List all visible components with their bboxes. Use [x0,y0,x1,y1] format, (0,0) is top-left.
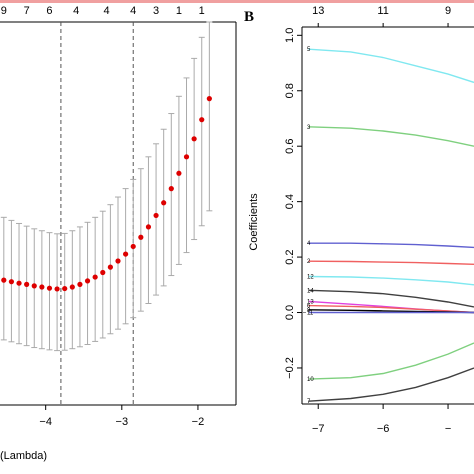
x-tick-label: −4 [39,416,52,428]
coefficient-path [308,304,474,314]
coefficient-path [308,48,474,84]
coefficient-path-label: 6 [307,304,311,310]
top-tick-label: 9 [1,5,7,17]
cv-point [92,274,98,280]
y-tick-label: 0.4 [284,194,296,209]
x-tick-label: − [445,423,451,435]
x-tick-label: −7 [312,423,325,435]
y-tick-label: 1.0 [284,28,296,43]
top-tick-label: 4 [104,5,110,17]
cv-point [1,277,7,283]
coefficient-path [308,126,474,147]
y-tick-label: 0.2 [284,249,296,264]
cv-point [69,284,75,290]
top-tick-label: 7 [24,5,30,17]
panel-a-x-axis-label: (Lambda) [0,450,47,462]
coefficient-path [308,275,474,286]
cv-point [176,170,182,176]
coefficient-path [308,367,474,402]
cv-point [130,243,136,250]
coefficient-path-label: 7 [307,399,311,405]
cv-point [107,264,113,270]
coefficient-path-label: 5 [307,47,311,53]
coefficient-path-label: 4 [307,241,311,247]
panel-b-letter: B [244,9,254,25]
coefficient-path-label: 14 [307,288,314,294]
x-tick-label: −3 [116,416,129,428]
top-strip [0,0,474,3]
x-tick-label: −2 [192,416,205,428]
coefficient-path [308,242,474,249]
top-tick-label: 11 [377,5,388,17]
cv-point [100,269,106,276]
cv-point [161,200,167,206]
cv-point [168,186,174,192]
top-tick-label: 3 [153,5,159,17]
coefficient-path-label: 10 [307,377,314,383]
top-tick-label: 13 [312,5,324,17]
panel-b-y-axis: −0.2 0.0 0.2 0.4 0.6 0.8 1.0 [284,28,302,379]
cv-point [183,154,190,160]
cv-point [46,285,53,291]
cv-point [199,117,205,123]
cv-point [62,285,68,292]
coefficient-path-label: 2 [307,259,311,265]
top-tick-label: 6 [46,5,52,17]
coefficient-path-label: 13 [307,299,314,305]
panel-b-x-axis: −7 −6 − [312,404,451,435]
cv-point [8,279,15,285]
cv-point [123,251,129,257]
cv-point [39,284,45,290]
panel-a-x-axis: −4 −3 −2 [39,405,204,428]
y-tick-label: 0.0 [284,305,296,320]
top-tick-label: 1 [199,5,205,17]
cv-point [145,224,152,230]
cv-point [115,258,121,264]
cv-point [138,234,144,240]
panel-a-top-axis: 9 7 6 4 4 4 3 1 1 [1,5,205,17]
coefficient-path-label: 12 [307,274,314,280]
cv-point [191,136,197,142]
panel-a-cross-validation-plot: 9 7 6 4 4 4 3 1 1 −4 −3 −2 (Lambda) [0,5,237,462]
cv-point [54,286,60,292]
cv-point [16,280,22,286]
y-tick-label: 0.6 [284,139,296,154]
panel-b-y-axis-label: Coefficients [248,193,260,251]
top-tick-label: 9 [445,5,451,17]
coefficient-path-label: 3 [307,125,311,131]
top-tick-label: 4 [73,5,79,17]
cv-point [153,212,159,219]
y-tick-label: 0.8 [284,83,296,98]
cv-point [31,283,37,289]
y-tick-label: −0.2 [284,357,296,379]
cv-point [77,281,83,287]
panel-a-plot-area [0,21,237,406]
x-tick-label: −6 [377,423,390,435]
cv-point [206,96,212,102]
panel-b-top-axis: 13 11 9 [312,5,451,27]
coefficient-path [308,289,474,308]
top-tick-label: 4 [130,5,136,17]
cv-point [84,278,91,284]
top-tick-label: 1 [176,5,182,17]
cv-point [24,281,30,287]
coefficient-path [308,342,474,380]
coefficient-path-label: 11 [307,311,314,317]
coefficient-path [308,260,474,265]
coefficient-path-label: 8 [307,308,311,314]
